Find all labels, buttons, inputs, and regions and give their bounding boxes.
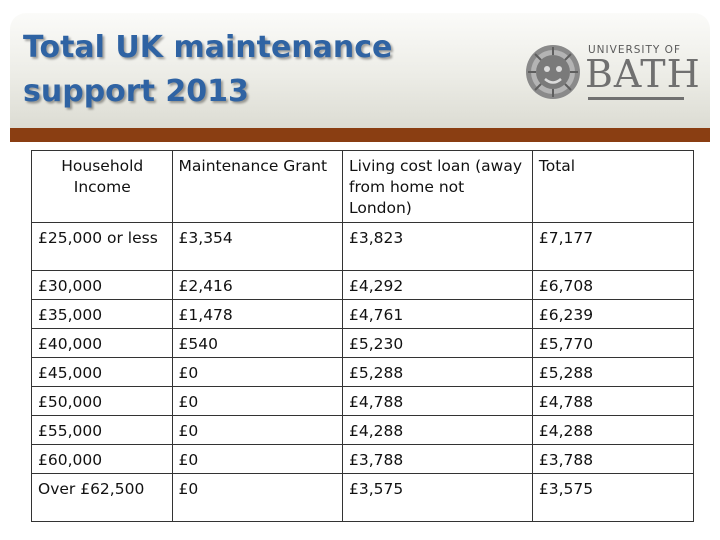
cell-total: £5,288 (531, 357, 695, 387)
cell-grant: £0 (171, 386, 343, 416)
cell-loan: £3,575 (341, 473, 533, 522)
table-row: £40,000 £540 £5,230 £5,770 (31, 328, 695, 358)
cell-loan: £4,288 (341, 415, 533, 445)
table-header-row: Household Income Maintenance Grant Livin… (31, 150, 695, 223)
cell-income: £40,000 (31, 328, 173, 358)
header-living-cost-loan: Living cost loan (away from home not Lon… (341, 150, 533, 223)
cell-income: £30,000 (31, 270, 173, 300)
cell-total: £4,788 (531, 386, 695, 416)
cell-grant: £1,478 (171, 299, 343, 329)
header-accent-bar (10, 128, 710, 142)
cell-loan: £4,788 (341, 386, 533, 416)
cell-income: £60,000 (31, 444, 173, 474)
cell-total: £3,575 (531, 473, 695, 522)
table-row: Over £62,500 £0 £3,575 £3,575 (31, 473, 695, 522)
cell-total: £4,288 (531, 415, 695, 445)
cell-loan: £3,823 (341, 222, 533, 271)
cell-grant: £2,416 (171, 270, 343, 300)
cell-loan: £3,788 (341, 444, 533, 474)
university-logo: UNIVERSITY OF BATH (525, 40, 700, 106)
cell-income: £35,000 (31, 299, 173, 329)
cell-grant: £540 (171, 328, 343, 358)
cell-income: Over £62,500 (31, 473, 173, 522)
cell-grant: £0 (171, 444, 343, 474)
table-row: £25,000 or less £3,354 £3,823 £7,177 (31, 222, 695, 271)
cell-loan: £5,230 (341, 328, 533, 358)
cell-total: £6,708 (531, 270, 695, 300)
cell-total: £5,770 (531, 328, 695, 358)
cell-loan: £4,761 (341, 299, 533, 329)
maintenance-support-table: Household Income Maintenance Grant Livin… (31, 150, 695, 522)
cell-grant: £0 (171, 473, 343, 522)
cell-loan: £4,292 (341, 270, 533, 300)
table-row: £60,000 £0 £3,788 £3,788 (31, 444, 695, 474)
table-row: £55,000 £0 £4,288 £4,288 (31, 415, 695, 445)
slide-header (10, 13, 710, 128)
cell-income: £55,000 (31, 415, 173, 445)
cell-income: £45,000 (31, 357, 173, 387)
logo-university-of: UNIVERSITY OF (588, 44, 681, 56)
seal-icon (526, 45, 580, 99)
cell-grant: £0 (171, 357, 343, 387)
title-line-1: Total UK maintenance (23, 30, 393, 65)
header-household-income: Household Income (31, 150, 173, 223)
cell-grant: £3,354 (171, 222, 343, 271)
table-row: £30,000 £2,416 £4,292 £6,708 (31, 270, 695, 300)
cell-loan: £5,288 (341, 357, 533, 387)
header-maintenance-grant: Maintenance Grant (171, 150, 343, 223)
cell-total: £7,177 (531, 222, 695, 271)
cell-total: £3,788 (531, 444, 695, 474)
table-row: £45,000 £0 £5,288 £5,288 (31, 357, 695, 387)
logo-underline (588, 97, 684, 100)
cell-income: £25,000 or less (31, 222, 173, 271)
cell-grant: £0 (171, 415, 343, 445)
logo-bath-wordmark: BATH (585, 52, 701, 96)
table-row: £50,000 £0 £4,788 £4,788 (31, 386, 695, 416)
header-total: Total (531, 150, 695, 223)
slide-title: Total UK maintenance support 2013 (23, 26, 392, 114)
cell-income: £50,000 (31, 386, 173, 416)
title-line-2: support 2013 (23, 74, 249, 109)
cell-total: £6,239 (531, 299, 695, 329)
table-row: £35,000 £1,478 £4,761 £6,239 (31, 299, 695, 329)
